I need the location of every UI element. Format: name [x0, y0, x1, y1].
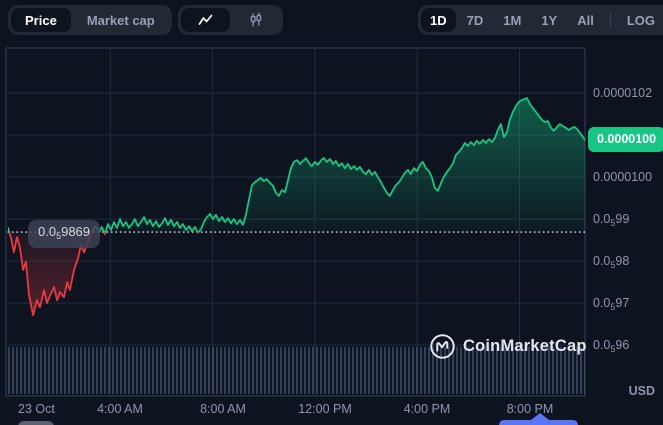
watermark: CoinMarketCap — [429, 333, 587, 360]
time-range-selector: 1D 7D 1M 1Y All LOG ··· — [418, 5, 663, 35]
current-price-badge: 0.0000100 — [588, 127, 663, 152]
tooltip-stub-grey — [18, 421, 54, 425]
candlestick-chart-type-button[interactable] — [232, 8, 280, 32]
tooltip-caret-blue — [531, 413, 549, 420]
range-1d[interactable]: 1D — [421, 8, 456, 32]
chart-type-toggle — [178, 5, 283, 35]
range-all[interactable]: All — [568, 8, 603, 32]
tooltip-stub-blue[interactable] — [499, 420, 578, 425]
baseline-price-prefix: 0.0 — [38, 224, 57, 239]
line-chart-type-button[interactable] — [181, 8, 230, 32]
currency-unit-label: USD — [628, 384, 655, 398]
toolbar-divider — [609, 12, 611, 28]
volume-bars — [8, 347, 585, 394]
metric-toggle: Price Market cap — [8, 5, 172, 35]
price-line-up — [8, 97, 585, 233]
previous-close-price-label: 0.059869 — [28, 220, 101, 248]
tab-price[interactable]: Price — [11, 8, 71, 32]
candlestick-icon — [249, 12, 263, 28]
range-1m[interactable]: 1M — [494, 8, 530, 32]
baseline-price-digits: 9869 — [61, 224, 91, 239]
baseline-price-subscript: 5 — [56, 231, 62, 241]
range-7d[interactable]: 7D — [458, 8, 493, 32]
watermark-text: CoinMarketCap — [463, 337, 587, 355]
chart-toolbar: Price Market cap — [0, 0, 663, 44]
coinmarketcap-logo-icon — [429, 333, 456, 360]
line-chart-icon — [198, 13, 213, 27]
tab-market-cap[interactable]: Market cap — [73, 8, 169, 32]
range-1y[interactable]: 1Y — [532, 8, 566, 32]
log-scale-toggle[interactable]: LOG — [618, 8, 663, 32]
